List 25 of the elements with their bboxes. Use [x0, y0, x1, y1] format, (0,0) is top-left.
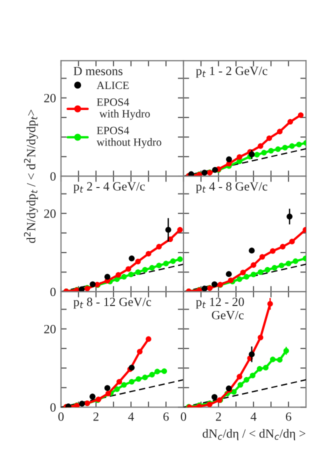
legend-label: ALICE [96, 82, 129, 90]
x-tick-label: 0 [58, 412, 64, 421]
y-tick-label: 0 [50, 403, 56, 412]
x-tick-label: 2 [216, 412, 221, 421]
chart-title: D mesons [74, 66, 122, 76]
chart-title: p$_{t}$ 4 - 8 GeV/c [196, 182, 268, 194]
chart-title: p$_{t}$ 8 - 12 GeV/c [73, 298, 152, 309]
text: d$^{2}$N/dydp$_{t}$ / < d$^{2}$N/dydp$_{t}$> [24, 110, 38, 243]
chart-title: p$_{t}$ 1 - 2 GeV/c [196, 66, 268, 78]
text: p$_{t}$ 12 - 20 GeV/c [196, 298, 244, 320]
y-tick-label: 20 [44, 209, 56, 218]
x-tick-label: 4 [128, 412, 134, 421]
legend-label: EPOS4 without Hydro [96, 126, 162, 148]
y-tick-label: 20 [44, 94, 56, 102]
x-tick-label: 6 [286, 412, 292, 421]
legend-label: EPOS4 with Hydro [96, 98, 150, 120]
x-axis-title: dN$_{c}$/dη / < dN$_{c}$/dη > [202, 428, 306, 440]
x-tick-label: 2 [93, 412, 98, 421]
y-tick-label: 20 [44, 324, 56, 334]
chart-title: p$_{t}$ 2 - 4 GeV/c [73, 182, 145, 194]
x-tick-label: 6 [163, 412, 169, 421]
y-tick-label: 0 [50, 288, 56, 296]
y-tick-label: 0 [50, 172, 56, 181]
x-tick-label: 0 [180, 412, 186, 421]
x-tick-label: 4 [250, 412, 256, 421]
